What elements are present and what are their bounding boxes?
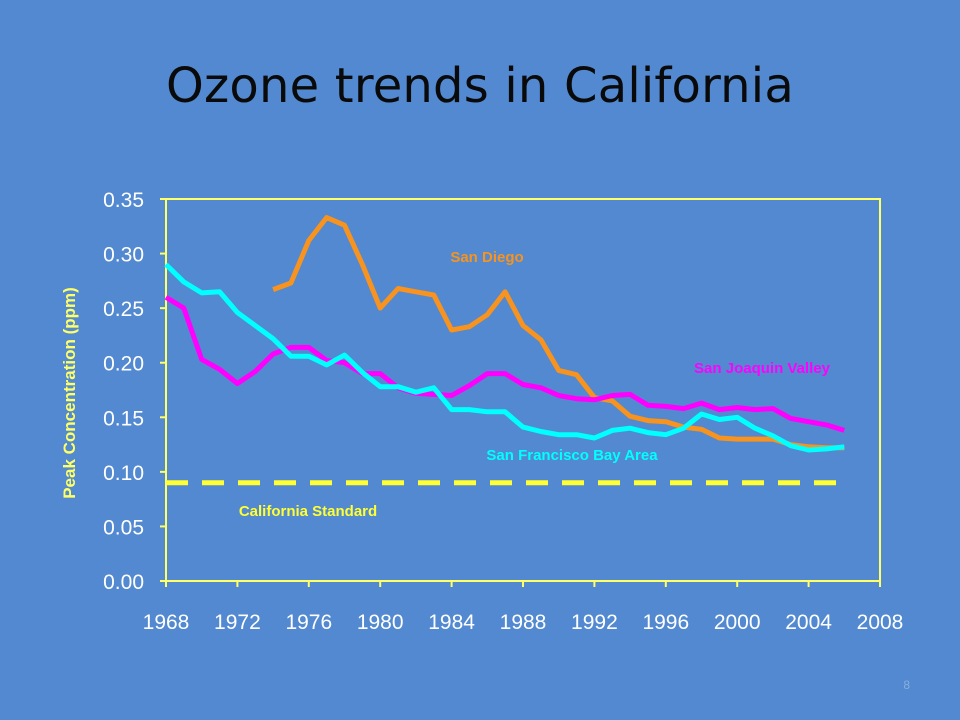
series-line-san-diego bbox=[272, 215, 845, 451]
y-tick-labels: 0.00 0.05 0.10 0.15 0.20 0.25 0.30 0.35 bbox=[103, 189, 144, 594]
x-tick-label: 1996 bbox=[642, 611, 689, 634]
series-label-california-standard: California Standard bbox=[239, 503, 377, 520]
x-tick-label: 1972 bbox=[214, 611, 261, 634]
x-tick-marks bbox=[165, 581, 881, 587]
y-tick-label: 0.30 bbox=[103, 244, 144, 267]
series-label-san-diego: San Diego bbox=[450, 249, 523, 266]
series-line-san-joaquin-valley bbox=[164, 295, 846, 433]
slide-number: 8 bbox=[903, 678, 910, 692]
series-lines bbox=[164, 215, 846, 486]
slide-title: Ozone trends in California bbox=[166, 58, 794, 114]
x-tick-label: 2000 bbox=[714, 611, 761, 634]
series-line-san-francisco-bay-area bbox=[164, 262, 845, 453]
x-tick-label: 1976 bbox=[285, 611, 332, 634]
x-tick-label: 1980 bbox=[357, 611, 404, 634]
x-tick-label: 1968 bbox=[143, 611, 190, 634]
y-tick-label: 0.10 bbox=[103, 462, 144, 485]
y-axis-label: Peak Concentration (ppm) bbox=[60, 287, 79, 499]
y-tick-label: 0.20 bbox=[103, 353, 144, 376]
x-tick-label: 1988 bbox=[500, 611, 547, 634]
y-tick-label: 0.25 bbox=[103, 298, 144, 321]
x-tick-label: 2004 bbox=[785, 611, 832, 634]
series-label-san-francisco-bay-area: San Francisco Bay Area bbox=[486, 447, 658, 464]
x-tick-labels: 1968 1972 1976 1980 1984 1988 1992 1996 2000 2004… bbox=[143, 611, 904, 634]
y-tick-label: 0.00 bbox=[103, 571, 144, 594]
y-tick-label: 0.15 bbox=[103, 407, 144, 430]
x-tick-label: 1992 bbox=[571, 611, 618, 634]
y-tick-label: 0.05 bbox=[103, 516, 144, 539]
x-tick-label: 1984 bbox=[428, 611, 475, 634]
x-tick-label: 2008 bbox=[857, 611, 904, 634]
series-label-san-joaquin-valley: San Joaquin Valley bbox=[694, 360, 831, 377]
y-tick-label: 0.35 bbox=[103, 189, 144, 212]
